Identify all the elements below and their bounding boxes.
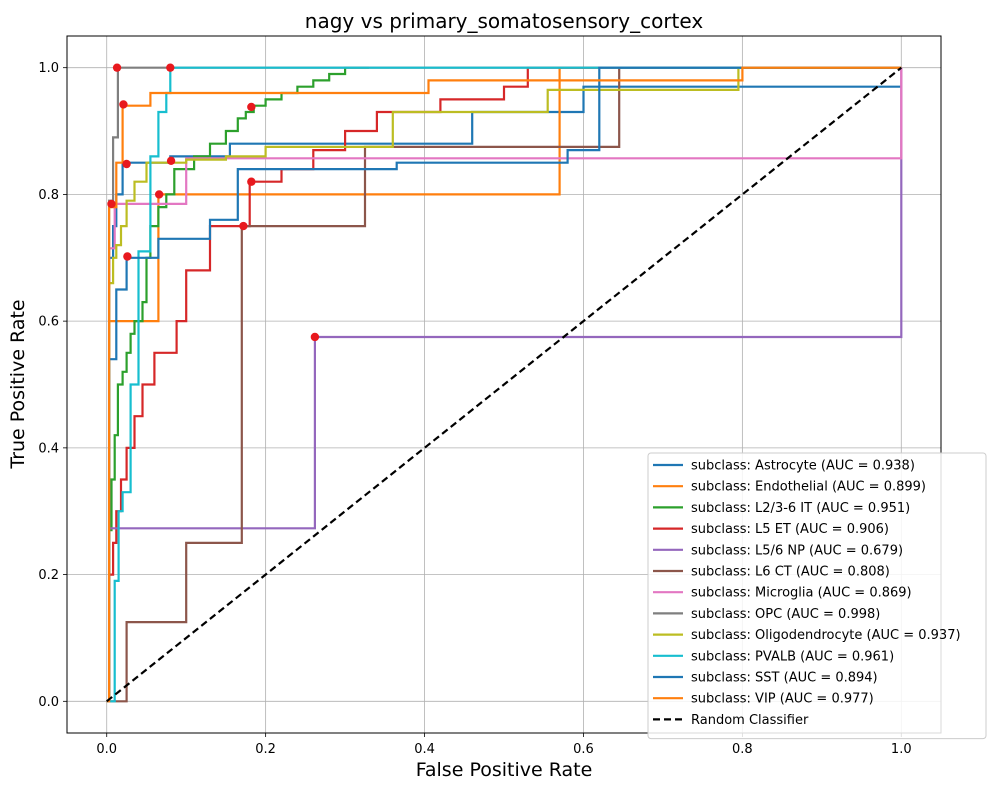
threshold-marker-11 — [119, 100, 128, 109]
legend-label: subclass: L6 CT (AUC = 0.808) — [691, 565, 890, 580]
threshold-marker-7 — [112, 63, 122, 72]
x-tick-label: 0.8 — [732, 742, 753, 757]
threshold-marker-3 — [247, 177, 256, 186]
legend-label: subclass: Oligodendrocyte (AUC = 0.937) — [691, 628, 961, 643]
y-tick-label: 0.2 — [38, 568, 59, 583]
threshold-marker-0 — [122, 159, 131, 169]
x-tick-label: 1.0 — [891, 742, 912, 757]
legend-label: Random Classifier — [691, 713, 809, 728]
legend-label: subclass: OPC (AUC = 0.998) — [691, 607, 880, 622]
threshold-marker-10 — [123, 252, 132, 261]
x-tick-label: 0.6 — [573, 742, 594, 757]
legend-label: subclass: VIP (AUC = 0.977) — [691, 692, 874, 707]
y-tick-label: 0.4 — [38, 441, 59, 456]
x-tick-label: 0.2 — [255, 742, 276, 757]
plot-frame — [66, 35, 942, 734]
legend-label: subclass: PVALB (AUC = 0.961) — [691, 649, 894, 664]
threshold-marker-5 — [239, 221, 248, 231]
legend-label: subclass: SST (AUC = 0.894) — [691, 671, 878, 686]
x-tick-label: 0.0 — [96, 742, 117, 757]
threshold-marker-4 — [310, 332, 320, 342]
y-tick-label: 1.0 — [38, 61, 59, 76]
legend-label: subclass: L5 ET (AUC = 0.906) — [691, 522, 889, 537]
marker-layer — [107, 63, 320, 342]
threshold-marker-2 — [247, 102, 256, 112]
legend-label: subclass: Endothelial (AUC = 0.899) — [691, 480, 926, 495]
legend-frame — [647, 452, 987, 740]
series-line-8 — [106, 66, 902, 703]
legend-label: subclass: L2/3-6 IT (AUC = 0.951) — [691, 501, 910, 516]
chart-title: nagy vs primary_somatosensory_cortex — [305, 9, 704, 33]
y-tick-label: 0.0 — [38, 695, 59, 710]
series-line-10 — [106, 66, 902, 703]
legend: subclass: Astrocyte (AUC = 0.938) subclas… — [647, 452, 987, 740]
threshold-marker-6 — [107, 199, 116, 209]
y-tick-label: 0.6 — [38, 315, 59, 330]
series-line-5 — [106, 66, 902, 703]
legend-label: subclass: Microglia (AUC = 0.869) — [691, 586, 912, 601]
threshold-marker-9 — [166, 63, 175, 72]
axis-ticks: 0.0 0.2 0.4 0.6 0.8 1.0 0.0 0.2 0.4 0.6 0.8 1.0 — [38, 61, 911, 757]
y-axis-label: True Positive Rate — [7, 299, 29, 469]
threshold-marker-8 — [166, 156, 176, 166]
legend-label: subclass: Astrocyte (AUC = 0.938) — [691, 459, 915, 474]
series-line-9 — [106, 66, 743, 703]
threshold-marker-1 — [154, 190, 164, 199]
series-line-12 — [106, 66, 902, 703]
legend-label: subclass: L5/6 NP (AUC = 0.679) — [691, 543, 903, 558]
x-axis-label: False Positive Rate — [416, 759, 593, 781]
y-tick-label: 0.8 — [38, 188, 59, 203]
x-tick-label: 0.4 — [414, 742, 435, 757]
